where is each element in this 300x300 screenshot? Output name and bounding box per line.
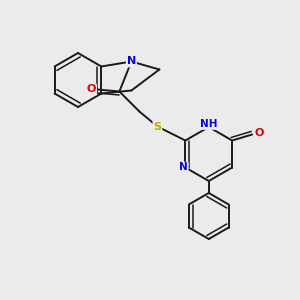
Text: NH: NH — [200, 119, 218, 129]
Text: O: O — [87, 85, 96, 94]
Text: N: N — [179, 163, 188, 172]
Text: O: O — [254, 128, 264, 139]
Text: N: N — [127, 56, 136, 67]
Text: S: S — [153, 122, 161, 131]
